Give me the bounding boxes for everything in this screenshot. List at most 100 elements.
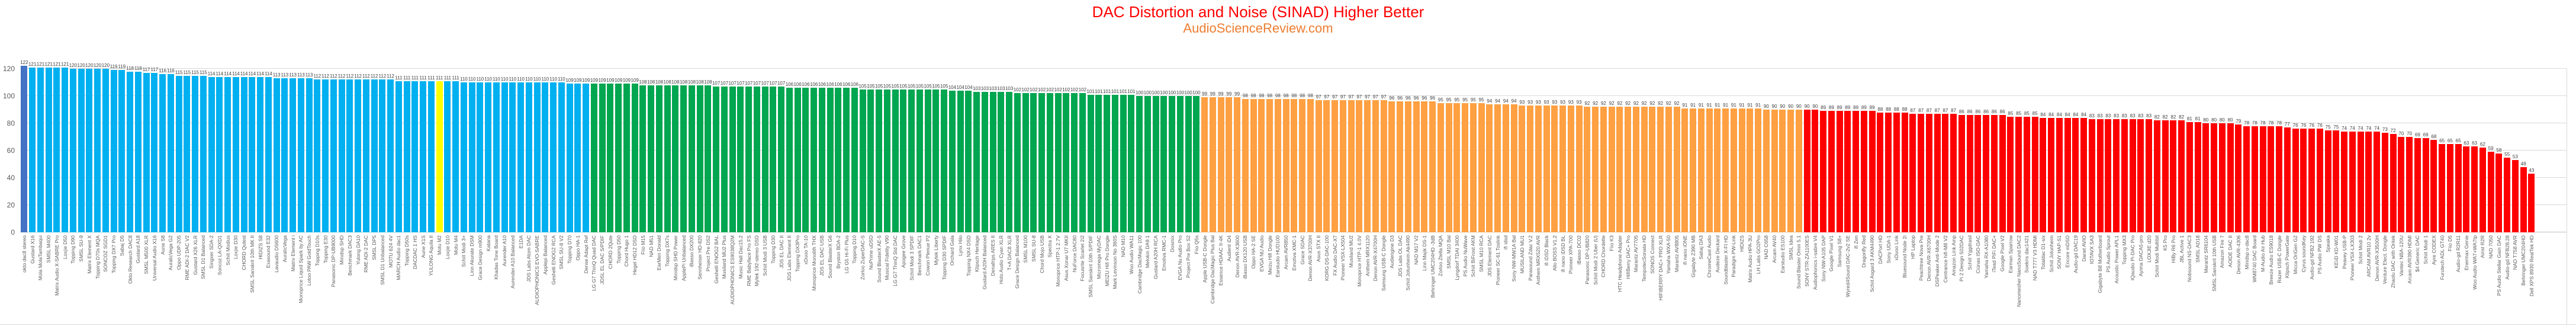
bar-value-label: 98 [1283, 92, 1289, 98]
gridline-100 [20, 95, 2567, 96]
bar [1242, 98, 1249, 232]
bar-category-label: Mytek Liberty [932, 235, 939, 266]
bar-category-label: Google Pixel V2 [1999, 235, 2006, 271]
bar-category-label: Airist R2R [2479, 235, 2486, 258]
bar [1681, 108, 1689, 232]
bar-value-label: 65 [2439, 138, 2445, 143]
bar-value-label: 91 [1698, 102, 1704, 108]
bar [826, 88, 834, 232]
bar [2341, 131, 2348, 232]
bar [102, 69, 109, 232]
bar-category-label: Anthem MRX520 AVR [1535, 235, 1542, 285]
bar-slot: 103 Denafrips ARES II [989, 69, 997, 276]
bar-slot: 96 Audiengine D3 [1388, 69, 1396, 269]
bar-value-label: 53 [2512, 154, 2518, 160]
bar-value-label: 110 [525, 76, 533, 82]
bar-slot: 92 Yamaha WXA-50 [1665, 69, 1673, 274]
bar-category-label: Musiland MU2 Plus [721, 235, 728, 279]
bar-value-label: 76 [2301, 123, 2307, 129]
bar [948, 90, 956, 232]
bar-slot: 101 SMSL Sanskrit 10th S/PDIF [1086, 69, 1095, 298]
bar-value-label: 107 [761, 80, 769, 86]
bar-slot: 106 Monoprice Monolith THX [810, 69, 818, 290]
bar-slot: 107 Music Hall Dac15.2 [737, 69, 745, 279]
bar-value-label: 111 [452, 75, 459, 81]
bar-slot: 102 Grace Design Balanced [1014, 69, 1022, 288]
bar [1893, 112, 1900, 232]
bar [1763, 110, 1770, 232]
bar [240, 76, 247, 232]
bar [509, 82, 516, 232]
bar-slot: 109 CHORD 2Qute [606, 69, 615, 269]
bar [1217, 97, 1224, 232]
bar [859, 89, 866, 232]
bar-value-label: 80 [2211, 117, 2217, 123]
bar-category-label: MOTU 624 4V [387, 235, 394, 268]
bar-slot: 121 Matrix Audio X-SABRE Pro [53, 62, 61, 296]
bar-category-label: Grace SDAC [1299, 235, 1305, 265]
bar-slot: 121 SMSL M400 [44, 62, 53, 263]
bar-value-label: 97 [1340, 94, 1346, 100]
bar-category-label: Topping DX3Pro [795, 235, 801, 272]
bar [1356, 100, 1363, 232]
bar-slot: 122 okto dac8 stereo [20, 60, 28, 272]
bar-value-label: 106 [802, 82, 810, 88]
bar [1046, 93, 1053, 232]
bar-slot: 79 Denon AVR-4306 [2234, 69, 2243, 274]
bar-value-label: 105 [915, 83, 924, 89]
bar-category-label: Audiophonics i-sabre V4 [1812, 235, 1818, 290]
bar-category-label: Pioneer SC-61 Toslink [1494, 235, 1501, 285]
bar-category-label: JBL Active 1 [2178, 235, 2185, 263]
bar [1176, 96, 1184, 232]
bar-category-label: MARCH Audio dac1 [395, 235, 402, 280]
bar [583, 84, 590, 232]
bar [208, 76, 215, 232]
bar-value-label: 97 [1316, 94, 1321, 100]
bar-slot: 90 SMSL Idea [1787, 69, 1795, 260]
bar-slot: 110 Applepi Balanced [541, 69, 549, 274]
bar [1437, 103, 1444, 232]
bar-value-label: 114 [240, 71, 248, 76]
bar-slot: 98 Grace SDAC [1298, 69, 1307, 264]
bar-value-label: 83 [2146, 113, 2152, 119]
bar [1559, 106, 1567, 232]
bar-value-label: 88 [1902, 106, 1908, 112]
bar-category-label: Grace Design m900 [477, 235, 483, 280]
bar [395, 81, 402, 232]
bar-value-label: 100 [1160, 90, 1168, 95]
bar [1291, 98, 1298, 232]
bar-slot: 114 SMSL Sanskrit 10th MK II [248, 69, 256, 293]
bar-slot: 115 Gustard X26 XLR [191, 69, 200, 275]
bar-value-label: 111 [419, 75, 427, 81]
bar-slot: 120 Matrix Element X [85, 63, 94, 274]
bar-slot: 99 Cambridge DacMagic Plus Bal [1209, 69, 1217, 303]
bar-slot: 108 Sennheiser HD-820 [696, 69, 704, 280]
bar-category-label: AUDIOPHONICS EVO-SABRE [534, 235, 541, 305]
bar-value-label: 107 [769, 80, 777, 86]
bar-category-label: Matrix Audio X-SABRE Pro [53, 235, 60, 296]
bar-category-label: T+A DAC8 XLR [1006, 235, 1012, 271]
bar-slot: 84 Totaldac D1-six [2039, 69, 2047, 270]
bar-category-label: Schiit Modi 3+ [461, 235, 467, 267]
bar-category-label: AuralicVega [281, 235, 288, 263]
bar-value-label: 103 [1005, 86, 1014, 92]
bar-value-label: 90 [1812, 104, 1818, 109]
bar [1657, 107, 1664, 232]
bar-category-label: Schiit Yggdrasil [1967, 235, 1973, 270]
bar-slot: 89 Sony NW-A105 DAP [1819, 69, 1828, 282]
bar-category-label: Monoprice HTP-1 2.7V [1055, 235, 1062, 287]
bar [1323, 100, 1330, 232]
bar-slot: 70 Vantec NBA-120U [2397, 69, 2405, 276]
bar [615, 84, 622, 232]
bar-category-label: Schiit Asgard 3 AKM4490 [1869, 235, 1876, 292]
bar-category-label: Denafrips ARES II [990, 235, 996, 276]
bar-category-label: Soekris dac1421 [2024, 235, 2030, 273]
bar-slot: 98 Meizu Hifi Dongle [1266, 69, 1274, 275]
bar-value-label: 112 [387, 73, 395, 79]
bar-value-label: 98 [1275, 92, 1281, 98]
bar-slot: 95 PS Audio NuWave [1461, 69, 1469, 277]
bar [2153, 120, 2160, 232]
bar-value-label: 76 [2317, 123, 2323, 129]
y-tick-label-80: 80 [7, 119, 15, 127]
bar [1999, 115, 2006, 232]
